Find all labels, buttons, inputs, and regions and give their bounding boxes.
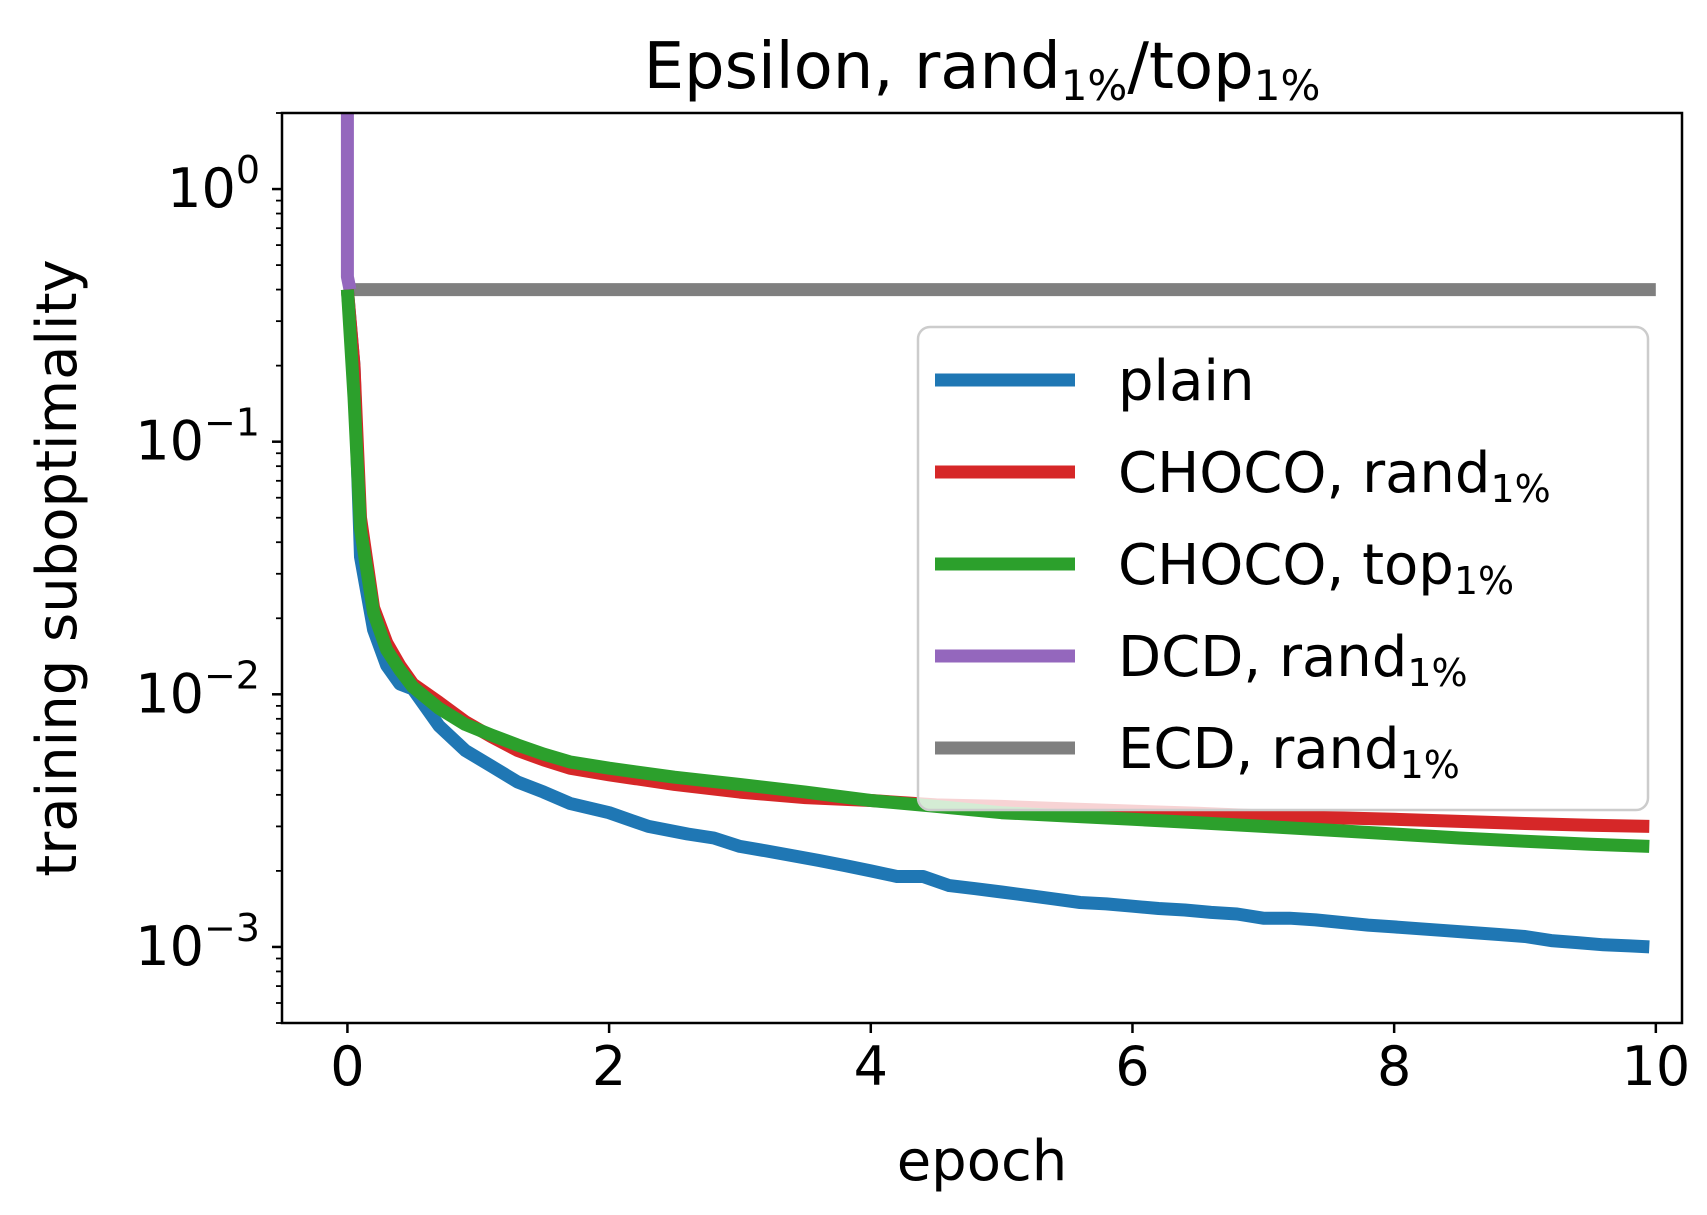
series-line-2 (340, 289, 1650, 853)
series-line-3 (340, 113, 357, 291)
legend-label: ECD, rand1% (1118, 717, 1460, 787)
y-axis-label: training suboptimality (25, 259, 90, 876)
series-layer (340, 113, 1656, 954)
legend-label: plain (1118, 349, 1254, 414)
x-tick-label: 8 (1377, 1035, 1411, 1098)
legend-box (916, 325, 1650, 812)
x-axis-label: epoch (897, 1129, 1068, 1194)
x-tick-label: 10 (1621, 1035, 1690, 1098)
y-tick-label: 10−2 (135, 653, 260, 725)
legend: plain CHOCO, rand1% CHOCO, top1% DCD, rand1… (916, 325, 1650, 812)
legend-label: CHOCO, rand1% (1118, 441, 1551, 511)
y-tick-label: 100 (167, 148, 260, 220)
legend-label: DCD, rand1% (1118, 625, 1468, 695)
plot-frame (280, 111, 1684, 1025)
x-tick-label: 2 (592, 1035, 626, 1098)
y-axis: 100 10−1 10−2 10−3 (135, 112, 282, 1024)
x-tick-label: 4 (854, 1035, 888, 1098)
legend-label: CHOCO, top1% (1118, 533, 1514, 603)
y-tick-label: 10−1 (135, 401, 260, 473)
series-line-0 (340, 289, 1650, 954)
chart-title: Epsilon, rand1%/top1% (644, 30, 1321, 110)
x-tick-label: 6 (1115, 1035, 1149, 1098)
y-tick-label: 10−3 (135, 906, 260, 978)
x-tick-label: 0 (330, 1035, 364, 1098)
x-axis: 0 2 4 6 8 10 (330, 1023, 1690, 1098)
